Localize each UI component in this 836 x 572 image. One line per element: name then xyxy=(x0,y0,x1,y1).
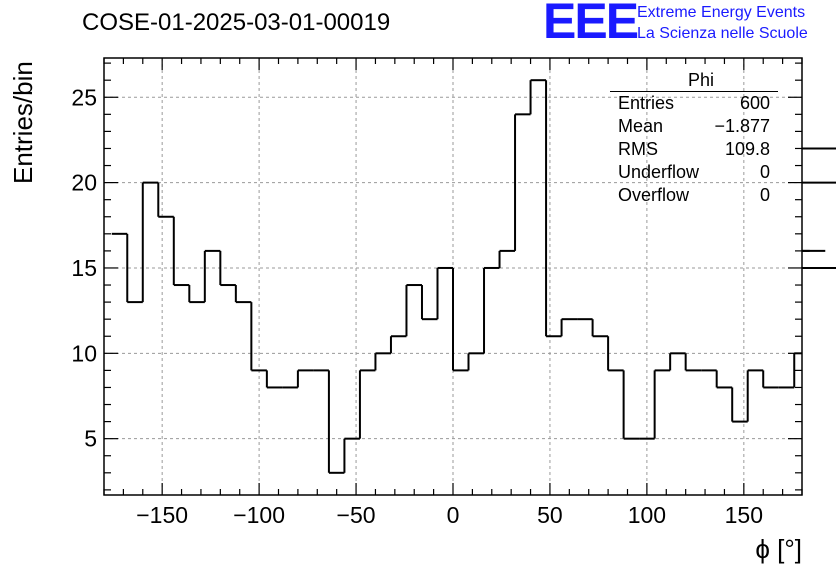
y-axis-label-wrap: Entries/bin xyxy=(4,61,44,190)
chart-title: COSE-01-2025-03-01-00019 xyxy=(82,9,391,36)
stats-value: 109.8 xyxy=(724,139,770,159)
stats-label: Overflow xyxy=(618,185,690,205)
x-tick-label: −150 xyxy=(136,502,188,528)
logo-line-2: La Scienza nelle Scuole xyxy=(637,25,808,42)
stats-label: Entries xyxy=(618,93,675,113)
stats-value: 0 xyxy=(759,162,770,182)
axis-ticks xyxy=(103,58,803,495)
x-tick-label: 150 xyxy=(725,502,763,528)
plot-frame xyxy=(103,57,803,496)
x-tick-label: 100 xyxy=(628,502,666,528)
stats-value: −1.877 xyxy=(714,116,770,136)
stats-row: Underflow 0 xyxy=(610,161,778,184)
stats-value: 0 xyxy=(759,185,770,205)
x-tick-label: −100 xyxy=(233,502,285,528)
histogram-series xyxy=(111,79,836,474)
stats-label: RMS xyxy=(618,139,658,159)
y-tick-label: 10 xyxy=(71,340,97,366)
y-tick-label: 20 xyxy=(71,170,97,196)
stats-label: Mean xyxy=(618,116,664,136)
stats-value: 600 xyxy=(739,93,770,113)
stats-box: Phi Entries 600 Mean −1.877 RMS 109.8 Un… xyxy=(610,70,778,207)
logo-line-1: Extreme Energy Events xyxy=(637,4,806,21)
stats-title: Phi xyxy=(610,70,778,92)
x-axis-label: ϕ [°] xyxy=(755,534,802,564)
x-tick-label: 0 xyxy=(447,502,460,528)
y-tick-label: 25 xyxy=(71,84,97,110)
y-tick-label: 15 xyxy=(71,255,97,281)
x-tick-label: −50 xyxy=(337,502,376,528)
stats-row: RMS 109.8 xyxy=(610,138,778,161)
stats-row: Overflow 0 xyxy=(610,184,778,207)
tick-labels: −150 −100 −50 0 50 100 150 5 10 15 20 25 xyxy=(71,84,763,528)
y-tick-label: 5 xyxy=(84,426,97,452)
stats-label: Underflow xyxy=(618,162,700,182)
stats-row: Mean −1.877 xyxy=(610,115,778,138)
x-tick-label: 50 xyxy=(537,502,563,528)
y-axis-label: Entries/bin xyxy=(8,61,38,184)
stats-row: Entries 600 xyxy=(610,92,778,115)
eee-logo: EEE xyxy=(543,0,639,49)
